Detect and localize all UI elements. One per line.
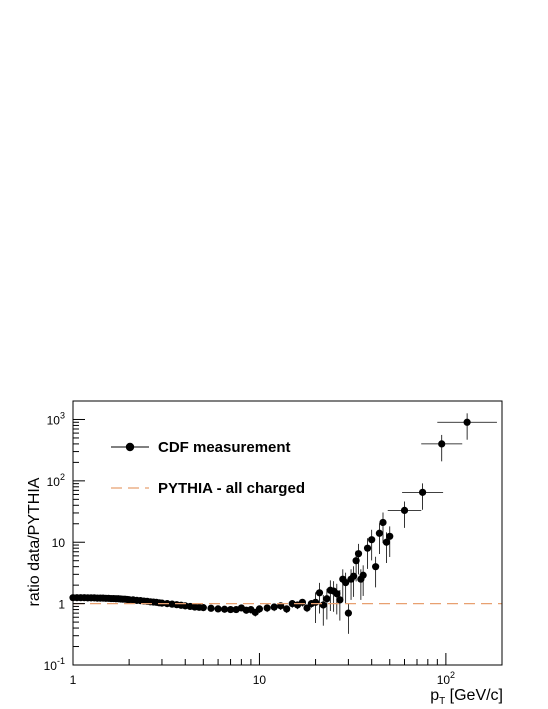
data-point (220, 605, 229, 613)
data-point (379, 512, 387, 544)
data-point-marker (226, 605, 235, 614)
data-point (263, 604, 271, 613)
data-point (323, 588, 331, 620)
data-point-marker (323, 595, 331, 603)
data-point-marker (382, 538, 391, 546)
data-point (207, 604, 215, 612)
data-point-marker (379, 518, 387, 527)
axis-tick-labels: 1 10 102 10-1 1 10 102 103 (44, 410, 455, 687)
data-point-marker (207, 604, 215, 612)
legend-marker-dot (125, 442, 135, 452)
data-point (283, 605, 291, 614)
data-point-marker (311, 598, 320, 606)
data-point (270, 603, 278, 612)
data-point (402, 483, 444, 510)
data-point-marker (368, 536, 376, 544)
data-point (437, 413, 497, 440)
data-point-marker (342, 579, 350, 587)
data-point (354, 543, 363, 575)
data-point-marker (344, 609, 352, 617)
data-point-marker (400, 506, 409, 515)
x-tick-label: 1 (70, 673, 77, 687)
data-point-marker (359, 571, 367, 579)
y-axis-title: ratio data/PYTHIA (26, 477, 43, 606)
data-point-marker (352, 557, 360, 565)
data-point (226, 605, 235, 614)
data-point (311, 592, 320, 624)
data-point-marker (303, 604, 311, 612)
data-point-marker (372, 563, 380, 571)
data-point (386, 526, 394, 557)
legend: CDF measurement PYTHIA - all charged (111, 439, 305, 497)
data-point (359, 565, 367, 596)
data-point-marker (463, 418, 471, 426)
legend-label-pythia: PYTHIA - all charged (158, 480, 305, 497)
data-point (368, 529, 376, 561)
data-point (336, 589, 344, 621)
x-axis-title-rest: [GeV/c] (445, 687, 503, 704)
data-point-marker (336, 596, 344, 604)
data-point-marker (438, 440, 446, 448)
data-point-marker (375, 529, 384, 537)
data-markers (69, 413, 497, 634)
data-point-marker (319, 601, 327, 609)
data-point (342, 572, 350, 604)
data-point (214, 605, 222, 613)
data-point (421, 434, 463, 462)
data-point-marker (418, 488, 427, 496)
data-point-marker (350, 572, 358, 580)
x-axis-title-base: p (430, 687, 439, 704)
data-point-marker (199, 604, 207, 612)
data-point-marker (386, 532, 394, 540)
data-point-marker (214, 605, 222, 613)
data-point-marker (298, 598, 307, 606)
legend-label-cdf: CDF measurement (158, 439, 291, 456)
data-point-marker (255, 605, 264, 613)
data-point-marker (270, 603, 278, 611)
data-point-marker (283, 605, 291, 613)
x-axis-title: pT [GeV/c] (430, 687, 503, 707)
data-point-marker (263, 604, 271, 612)
x-axis-title-subscript: T (439, 696, 445, 707)
data-point (315, 582, 324, 614)
y-tick-label: 10-1 (44, 656, 65, 673)
x-tick-label: 10 (253, 673, 267, 687)
y-tick-label: 10 (52, 536, 66, 550)
data-point-marker (315, 589, 324, 597)
data-point (199, 604, 207, 612)
x-tick-label: 102 (437, 670, 455, 687)
axis-ticks (72, 400, 503, 666)
data-point (363, 538, 372, 569)
data-point-marker (333, 590, 341, 598)
data-point-marker (220, 605, 229, 613)
data-point (255, 605, 264, 614)
y-tick-label: 102 (47, 472, 65, 489)
data-point (372, 556, 380, 588)
data-point (344, 603, 352, 634)
data-point (375, 523, 384, 554)
data-point-marker (354, 550, 363, 558)
plot-frame (72, 400, 503, 666)
data-point (350, 566, 358, 597)
data-point (303, 604, 311, 613)
y-tick-label: 1 (58, 598, 65, 612)
y-tick-label: 103 (47, 410, 65, 427)
data-point-marker (363, 544, 372, 552)
data-point (387, 501, 422, 528)
